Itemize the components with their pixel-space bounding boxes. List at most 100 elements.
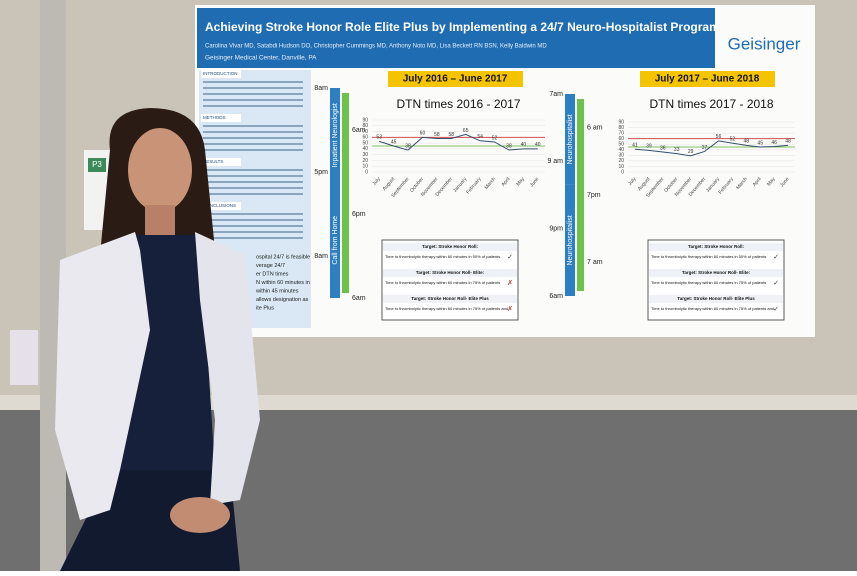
text-line <box>203 125 303 127</box>
value-label: 58 <box>449 132 455 138</box>
y-tick-label: 70 <box>362 129 368 135</box>
text-line <box>203 231 303 233</box>
schedule-bar <box>330 182 340 298</box>
target-desc: Time to thrombolytic therapy within 60 m… <box>385 254 500 259</box>
target-head-bg <box>649 269 783 277</box>
data-line <box>379 133 538 151</box>
y-tick-label: 90 <box>618 119 624 125</box>
text-line <box>203 213 303 215</box>
text-line <box>203 193 303 195</box>
target-head-bg <box>649 295 783 303</box>
y-tick-label: 10 <box>618 164 624 170</box>
sign-label: P3 <box>92 160 102 169</box>
schedule-time: 7pm <box>587 192 601 199</box>
target-head-bg <box>383 295 517 303</box>
conclusion-text: N within 60 minutes in <box>256 280 310 286</box>
period-label: July 2017 – June 2018 <box>655 74 760 85</box>
y-tick-label: 90 <box>362 117 368 123</box>
schedule-bar <box>565 94 575 185</box>
value-label: 52 <box>492 135 498 141</box>
schedule-bar <box>330 88 340 183</box>
target-status: ✓ <box>773 280 779 287</box>
x-tick-label: May <box>766 176 777 187</box>
conclusion-text: verage 24/7 <box>256 263 285 269</box>
conclusion-text: allows designation as <box>256 297 309 303</box>
schedule-bar <box>565 184 575 296</box>
y-tick-label: 50 <box>618 142 624 148</box>
target-head: Target: Stroke Honor Roll- Elite Plus <box>411 296 489 301</box>
hands <box>170 497 230 533</box>
text-line <box>203 175 303 177</box>
face <box>128 128 192 212</box>
x-tick-label: May <box>515 176 526 187</box>
target-head-bg <box>383 243 517 251</box>
chart-title: DTN times 2016 - 2017 <box>396 97 520 111</box>
x-tick-label: July <box>371 176 382 187</box>
target-desc: Time to thrombolytic therapy within 60 m… <box>651 306 774 311</box>
section-head-bg <box>201 114 241 122</box>
y-tick-label: 50 <box>362 140 368 146</box>
schedule-time: 8am <box>314 85 328 92</box>
y-tick-label: 20 <box>362 158 368 164</box>
poster-authors: Carolina Vivar MD, Satabdi Hudson DO, Ch… <box>205 44 547 50</box>
person <box>55 108 260 571</box>
value-label: 48 <box>785 139 791 145</box>
schedule-time: 8am <box>314 253 328 260</box>
value-label: 58 <box>434 132 440 138</box>
schedules: Inpatient Neurologist Call from Home 8am 6a… <box>314 85 602 302</box>
schedule-bar <box>342 93 349 293</box>
value-label: 38 <box>405 143 411 149</box>
x-tick-label: April <box>752 176 763 188</box>
text-line <box>203 131 303 133</box>
section-heading: RESULTS <box>203 159 223 164</box>
period-banner <box>388 71 523 87</box>
y-tick-label: 20 <box>618 158 624 164</box>
value-label: 40 <box>521 142 527 148</box>
blazer-right <box>195 232 260 505</box>
value-label: 46 <box>771 140 777 146</box>
conclusion-text: er DTN times <box>256 271 289 277</box>
conclusion-text: ite Plus <box>256 305 274 311</box>
x-tick-label: July <box>627 176 638 187</box>
target-status: ✓ <box>773 306 779 313</box>
target-head-bg <box>649 243 783 251</box>
value-label: 39 <box>646 144 652 150</box>
text-line <box>203 187 303 189</box>
poster-affiliation: Geisinger Medical Center, Danville, PA <box>205 55 317 62</box>
y-tick-label: 40 <box>618 147 624 153</box>
schedule-time: 7am <box>549 91 563 98</box>
text-line <box>203 137 303 139</box>
poster-title: Achieving Stroke Honor Role Elite Plus b… <box>205 20 720 34</box>
y-tick-label: 60 <box>618 136 624 142</box>
cup <box>10 330 38 385</box>
target-status: ✓ <box>507 254 513 261</box>
value-label: 29 <box>688 149 694 155</box>
y-tick-label: 10 <box>362 164 368 170</box>
section-head-bg <box>201 202 241 210</box>
chart-title: DTN times 2017 - 2018 <box>649 97 773 111</box>
section-head-bg <box>201 70 241 78</box>
y-tick-label: 80 <box>362 123 368 129</box>
schedule-label: Neurohospitalist <box>567 215 574 265</box>
value-label: 65 <box>463 128 469 134</box>
value-label: 56 <box>716 134 722 140</box>
y-tick-label: 30 <box>362 152 368 158</box>
value-label: 53 <box>376 135 382 141</box>
value-label: 45 <box>391 139 397 145</box>
conclusion-text: ospital 24/7 is feasible <box>256 254 310 260</box>
target-head: Target: Stroke Honor Roll- Elite: <box>682 270 751 275</box>
text-line <box>203 81 303 83</box>
schedule-label: Inpatient Neurologist <box>332 103 339 167</box>
text-line <box>203 169 303 171</box>
text-line <box>203 143 303 145</box>
section-heading: INTRODUCTION <box>203 71 238 76</box>
y-tick-label: 0 <box>365 169 368 175</box>
target-status: ✗ <box>507 279 513 287</box>
value-label: 60 <box>420 131 426 137</box>
poster-logo: Geisinger <box>728 34 801 53</box>
value-label: 45 <box>757 140 763 146</box>
value-label: 36 <box>660 145 666 151</box>
x-tick-label: June <box>529 176 541 188</box>
target-desc: Time to thrombolytic therapy within 60 m… <box>651 280 766 285</box>
poster-header <box>197 8 715 68</box>
